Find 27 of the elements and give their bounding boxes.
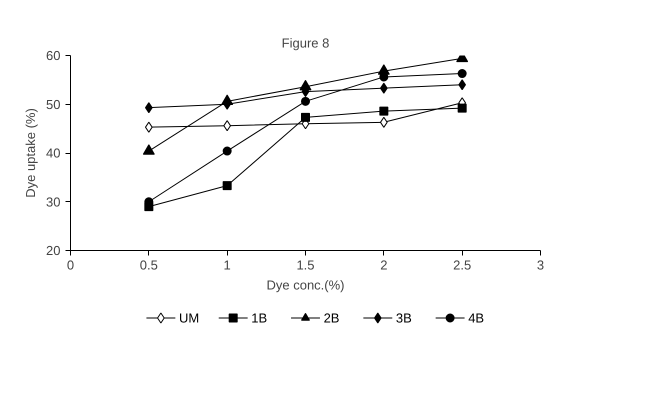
x-tick-label: 2.5 [453, 258, 472, 272]
y-tick-label: 20 [46, 243, 61, 258]
x-tick-label: 0 [66, 258, 74, 272]
point [222, 181, 232, 190]
y-axis-title: Dye uptake (%) [23, 108, 38, 198]
point [301, 112, 310, 122]
legend-label: 3B [396, 310, 412, 326]
point [301, 96, 310, 106]
point [379, 106, 388, 116]
point [458, 69, 467, 78]
y-tick-label: 40 [46, 146, 61, 160]
x-tick-label: 0.5 [140, 258, 158, 272]
y-tick-label: 60 [46, 48, 61, 63]
point [222, 146, 232, 156]
legend-label: 4B [468, 310, 484, 326]
y-tick-label: 50 [46, 96, 61, 112]
point [458, 104, 467, 113]
legend-label: UM [178, 310, 200, 326]
x-tick-label: 2 [380, 258, 388, 272]
legend-label: 2B [324, 310, 340, 326]
x-tick-label: 1 [224, 258, 231, 272]
y-tick-label: 30 [46, 194, 61, 210]
x-axis-title: Dye conc.(%) [266, 278, 345, 292]
x-tick-label: 3 [536, 258, 544, 272]
legend-label: 1B [251, 310, 268, 326]
chart-title: Figure 8 [282, 36, 330, 50]
x-tick-label: 1.5 [296, 258, 315, 272]
